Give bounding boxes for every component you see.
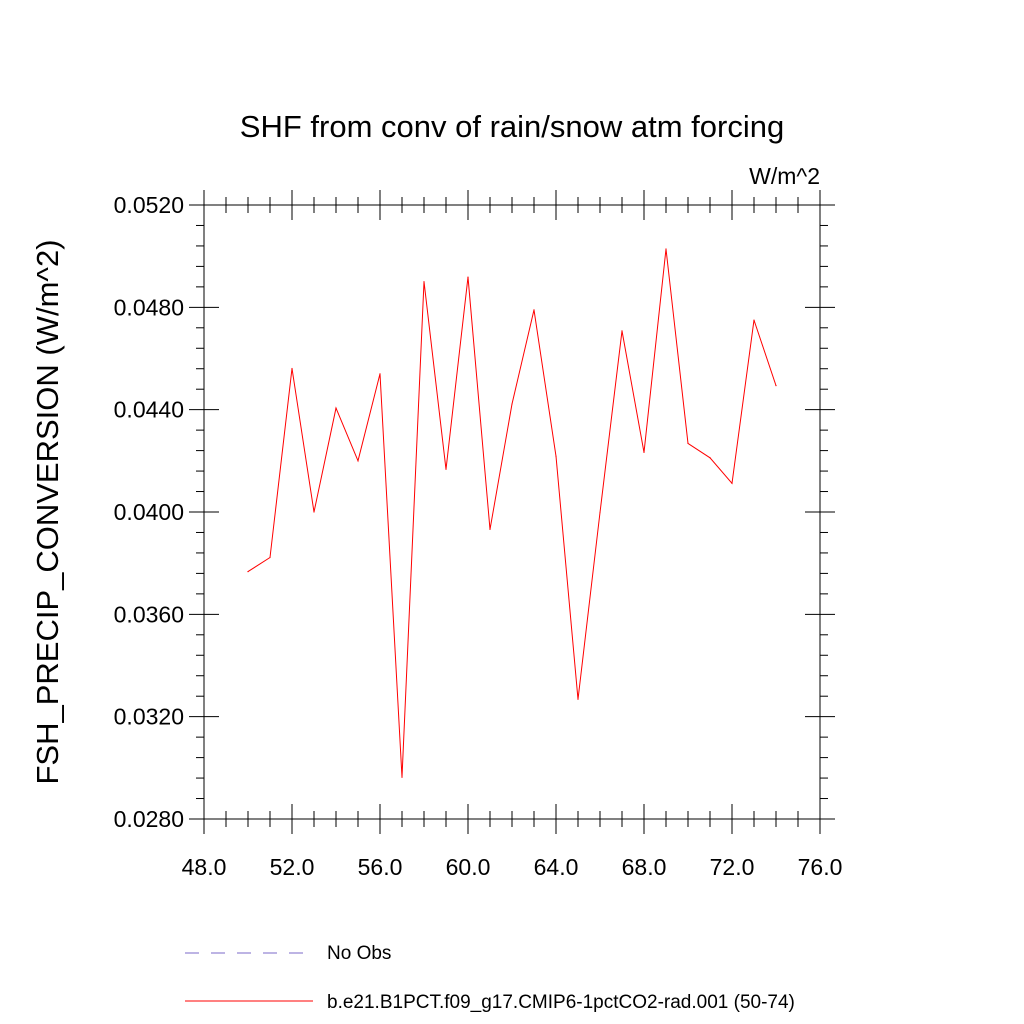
y-tick-label: 0.0520 (114, 192, 184, 218)
data-point (577, 698, 579, 700)
chart-title: SHF from conv of rain/snow atm forcing (240, 109, 784, 144)
x-tick-label: 64.0 (534, 854, 579, 880)
y-axis-label: FSH_PRECIP_CONVERSION (W/m^2) (30, 239, 65, 784)
units-label: W/m^2 (749, 163, 820, 189)
y-tick-label: 0.0400 (114, 499, 184, 525)
data-point (489, 528, 491, 530)
y-tick-label: 0.0440 (114, 397, 184, 423)
data-point (753, 319, 755, 321)
data-point (357, 460, 359, 462)
plot-frame (203, 204, 821, 820)
data-point (555, 455, 557, 457)
data-point (379, 373, 381, 375)
y-tick-label: 0.0320 (114, 704, 184, 730)
x-tick-label: 72.0 (710, 854, 755, 880)
data-point (401, 776, 403, 778)
data-point (511, 403, 513, 405)
x-tick-label: 76.0 (798, 854, 843, 880)
data-point (709, 457, 711, 459)
y-tick-label: 0.0480 (114, 294, 184, 320)
data-point (731, 482, 733, 484)
data-point (335, 407, 337, 409)
data-point (621, 330, 623, 332)
data-point (665, 248, 667, 250)
x-axis-ticks: 48.0 52.0 56.0 60.0 64.0 68.0 72.0 76.0 (182, 190, 843, 880)
data-point (775, 385, 777, 387)
legend-label-model-run: b.e21.B1PCT.f09_g17.CMIP6-1pctCO2-rad.00… (327, 992, 795, 1013)
x-tick-label: 68.0 (622, 854, 667, 880)
data-point (599, 511, 601, 514)
data-point (247, 571, 249, 573)
data-point (467, 276, 469, 278)
data-point (643, 451, 645, 453)
x-tick-label: 52.0 (270, 854, 315, 880)
series-line (247, 248, 777, 778)
x-tick-label: 60.0 (446, 854, 491, 880)
data-point (423, 281, 425, 283)
data-point (291, 367, 293, 370)
data-point (533, 309, 535, 311)
x-tick-label: 48.0 (182, 854, 227, 880)
y-axis-ticks: 0.0280 0.0320 0.0360 0.0400 0.0440 0.0480 0.05… (114, 192, 835, 832)
legend-label-no-obs: No Obs (327, 943, 391, 964)
x-tick-label: 56.0 (358, 854, 403, 880)
y-tick-label: 0.0360 (114, 601, 184, 627)
data-point (445, 468, 447, 470)
legend: No Obs b.e21.B1PCT.f09_g17.CMIP6-1pctCO2… (185, 943, 795, 1013)
data-point (269, 556, 271, 559)
series-layer (247, 248, 777, 778)
data-point (687, 442, 689, 445)
y-tick-label: 0.0280 (114, 806, 184, 832)
data-point (313, 511, 315, 513)
